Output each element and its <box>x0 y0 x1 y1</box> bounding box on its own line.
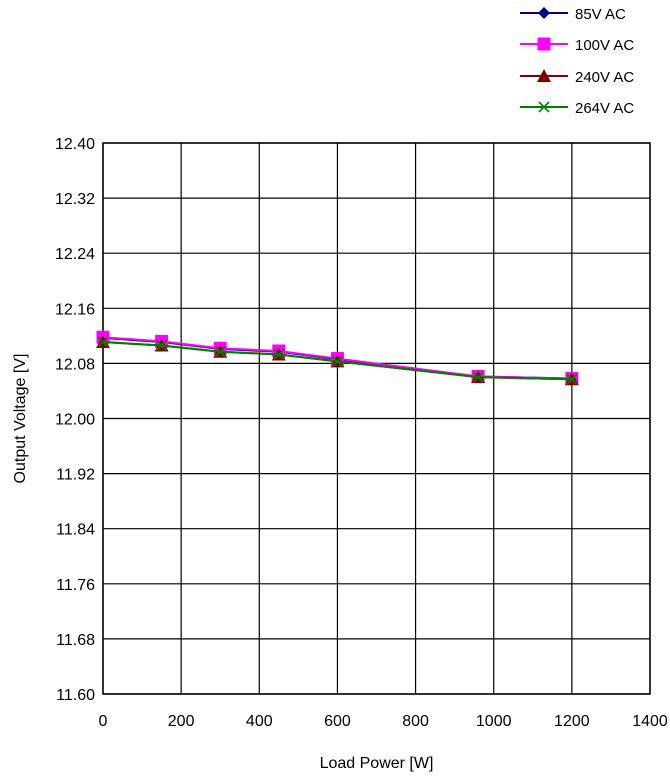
y-tick-label: 11.60 <box>56 687 95 704</box>
data-point <box>214 346 226 358</box>
marker-stroke <box>566 373 578 385</box>
marker-stroke <box>214 346 226 358</box>
legend: 85V AC 100V AC 240V AC 264V AC <box>520 6 634 117</box>
marker-stroke <box>97 336 109 348</box>
y-tick-label: 12.32 <box>55 191 95 208</box>
legend-item: 240V AC <box>520 69 634 86</box>
marker-stroke <box>331 355 343 367</box>
y-tick-label: 12.40 <box>55 136 95 153</box>
x-axis-ticks: 0 200 400 600 800 1000 1200 1400 <box>99 713 668 730</box>
legend-marker <box>537 37 551 51</box>
y-tick-label: 11.92 <box>56 467 95 484</box>
data-point <box>566 373 578 385</box>
marker-stroke <box>273 348 285 361</box>
data-point <box>273 348 285 361</box>
x-tick-label: 600 <box>324 713 351 730</box>
x-tick-label: 1200 <box>554 713 590 730</box>
plot-area-border <box>102 142 651 695</box>
data-series <box>96 330 579 386</box>
y-axis-title: Output Voltage [V] <box>12 354 29 484</box>
y-tick-label: 11.84 <box>56 522 95 539</box>
marker-stroke <box>156 339 168 352</box>
data-point <box>97 336 109 348</box>
legend-item: 85V AC <box>520 6 626 23</box>
grid-lines <box>102 142 651 695</box>
legend-label: 240V AC <box>575 69 634 86</box>
y-tick-label: 12.00 <box>55 412 95 429</box>
x-tick-label: 0 <box>99 713 108 730</box>
legend-label: 85V AC <box>575 6 626 23</box>
data-point <box>331 355 343 367</box>
y-axis-ticks: 11.60 11.68 11.76 11.84 11.92 12.00 12.08 12.16… <box>55 136 95 704</box>
legend-item: 264V AC <box>520 100 634 117</box>
legend-marker <box>538 7 550 19</box>
legend-marker <box>537 69 551 82</box>
x-axis-title: Load Power [W] <box>320 755 434 772</box>
legend-marker <box>538 101 550 113</box>
x-tick-label: 800 <box>402 713 429 730</box>
y-tick-label: 11.68 <box>56 632 95 649</box>
y-tick-label: 12.08 <box>55 356 95 373</box>
y-tick-label: 12.24 <box>55 246 95 263</box>
y-tick-label: 11.76 <box>56 577 95 594</box>
data-point <box>472 371 484 383</box>
legend-label: 100V AC <box>575 37 634 54</box>
x-tick-label: 400 <box>246 713 273 730</box>
marker-stroke <box>538 101 550 113</box>
legend-item: 100V AC <box>520 37 634 54</box>
marker-stroke <box>472 371 484 383</box>
y-tick-label: 12.16 <box>55 301 95 318</box>
legend-label: 264V AC <box>575 100 634 117</box>
x-tick-label: 1400 <box>632 713 668 730</box>
data-point <box>156 339 168 352</box>
x-tick-label: 1000 <box>476 713 512 730</box>
series-264v-ac <box>97 336 578 385</box>
x-tick-label: 200 <box>168 713 195 730</box>
